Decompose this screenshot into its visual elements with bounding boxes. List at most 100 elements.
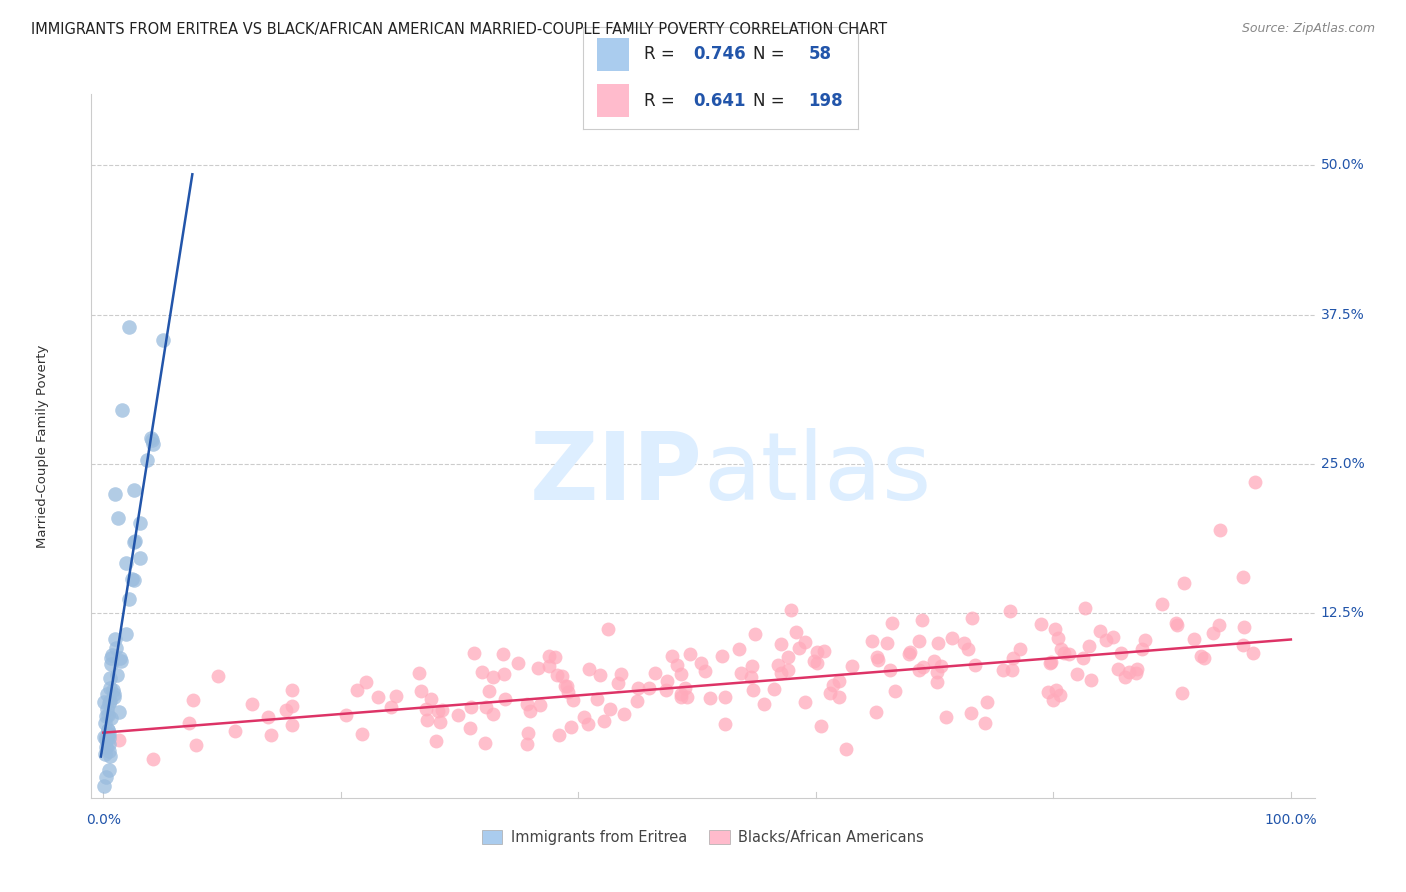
Point [93, 694, 115, 708]
Point [97, 723, 120, 737]
Point [494, 692, 516, 706]
Point [879, 663, 901, 677]
Point [475, 700, 498, 714]
Point [803, 654, 825, 668]
Point [97, 727, 120, 741]
Point [1031, 617, 1053, 632]
Point [93, 780, 115, 794]
Point [675, 690, 697, 704]
Point [101, 648, 124, 662]
Point [96, 702, 118, 716]
Point [638, 681, 661, 695]
Point [693, 665, 716, 679]
Point [866, 650, 889, 665]
Point [98, 737, 121, 751]
Text: 100.0%: 100.0% [1264, 813, 1317, 827]
Point [554, 679, 576, 693]
Point [1049, 688, 1071, 702]
Point [427, 704, 450, 718]
Point [105, 667, 128, 681]
Point [1208, 523, 1230, 537]
Text: 198: 198 [808, 92, 844, 110]
Point [882, 615, 904, 630]
Point [447, 707, 470, 722]
Point [121, 572, 143, 586]
Point [508, 656, 530, 670]
Point [97, 723, 120, 737]
Point [1074, 600, 1097, 615]
Point [806, 644, 828, 658]
Point [96, 739, 118, 754]
Point [1125, 666, 1147, 681]
Point [1038, 685, 1060, 699]
Point [1118, 665, 1140, 679]
Point [740, 669, 762, 683]
Point [626, 694, 648, 708]
Point [927, 665, 949, 680]
Point [141, 431, 163, 445]
Point [98, 681, 121, 695]
Point [103, 687, 125, 701]
Point [1241, 646, 1264, 660]
Point [1045, 683, 1067, 698]
Text: 0.641: 0.641 [693, 92, 745, 110]
Point [1194, 651, 1216, 665]
Point [98, 727, 121, 741]
Point [1053, 646, 1076, 660]
Point [912, 659, 935, 673]
Point [868, 653, 890, 667]
Point [1046, 632, 1069, 646]
Point [956, 642, 979, 657]
Point [471, 665, 494, 680]
Point [613, 706, 636, 721]
Point [626, 681, 648, 695]
Point [1189, 648, 1212, 663]
Point [1232, 639, 1254, 653]
Point [762, 681, 785, 696]
Text: R =: R = [644, 45, 681, 63]
Point [1130, 642, 1153, 657]
Point [124, 573, 146, 587]
Point [335, 708, 357, 723]
Point [1057, 647, 1080, 661]
Point [429, 714, 451, 729]
Point [1114, 670, 1136, 684]
Point [935, 710, 957, 724]
Point [884, 683, 907, 698]
Point [96, 687, 118, 701]
Point [98, 693, 121, 707]
Point [1071, 650, 1094, 665]
Point [129, 550, 152, 565]
Point [929, 659, 952, 673]
Point [1039, 656, 1062, 670]
Point [965, 657, 987, 672]
Point [599, 701, 621, 715]
Point [538, 659, 561, 673]
Point [122, 535, 145, 549]
Point [108, 651, 131, 665]
Point [669, 666, 692, 681]
Text: Source: ZipAtlas.com: Source: ZipAtlas.com [1241, 22, 1375, 36]
Point [813, 644, 835, 658]
Point [240, 697, 263, 711]
Point [560, 720, 582, 734]
Point [1232, 570, 1254, 584]
Point [100, 651, 122, 665]
Point [419, 692, 441, 706]
Point [1182, 632, 1205, 646]
Point [93, 747, 115, 761]
Text: 0.0%: 0.0% [86, 813, 121, 827]
Point [770, 666, 793, 681]
Point [432, 703, 454, 717]
Point [596, 622, 619, 636]
Point [538, 649, 561, 664]
Point [1233, 620, 1256, 634]
Point [1171, 686, 1194, 700]
Point [555, 679, 578, 693]
Point [690, 656, 713, 670]
Point [98, 696, 121, 710]
Point [998, 604, 1021, 618]
Point [529, 698, 551, 712]
Text: atlas: atlas [703, 428, 931, 520]
Point [1066, 667, 1088, 681]
